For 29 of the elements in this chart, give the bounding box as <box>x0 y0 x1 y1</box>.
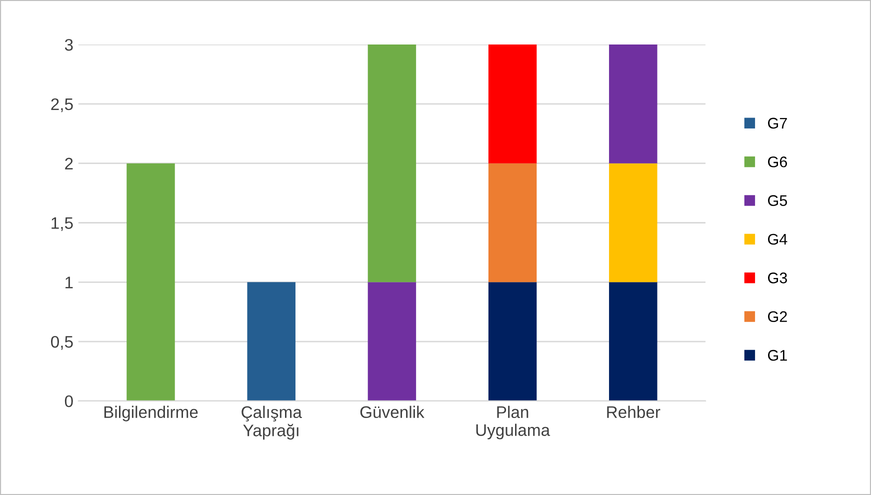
y-tick-label: 3 <box>64 38 73 51</box>
bar <box>247 282 296 401</box>
y-tick-label: 0 <box>64 395 73 408</box>
bar <box>609 44 658 164</box>
bar <box>368 282 416 401</box>
y-tick-label: 0,5 <box>51 336 73 350</box>
x-tick-label: Plan Uygulama <box>476 406 550 440</box>
x-tick-label: Çalışma Yaprağı <box>242 406 302 440</box>
legend-label: G3 <box>768 272 787 284</box>
legend-label: G7 <box>768 118 787 129</box>
legend-label: G2 <box>768 311 787 322</box>
bar <box>609 163 658 282</box>
bar <box>609 282 658 401</box>
x-tick-label: Bilgilendirme <box>104 406 198 422</box>
bar <box>488 282 537 401</box>
y-tick-label: 1 <box>66 276 73 288</box>
legend-label: G1 <box>768 350 787 361</box>
y-tick-label: 1,5 <box>52 217 73 231</box>
bar <box>368 44 416 282</box>
legend-label: G5 <box>768 195 787 206</box>
bar <box>126 163 175 401</box>
bar <box>488 44 537 164</box>
bar <box>488 163 537 282</box>
legend-label: G4 <box>768 234 788 245</box>
y-tick-label: 2 <box>65 158 73 170</box>
x-tick-label: Rehber <box>607 406 660 418</box>
legend-label: G6 <box>768 156 787 168</box>
y-tick-label: 2,5 <box>51 98 73 112</box>
x-tick-label: Güvenlik <box>360 406 424 418</box>
